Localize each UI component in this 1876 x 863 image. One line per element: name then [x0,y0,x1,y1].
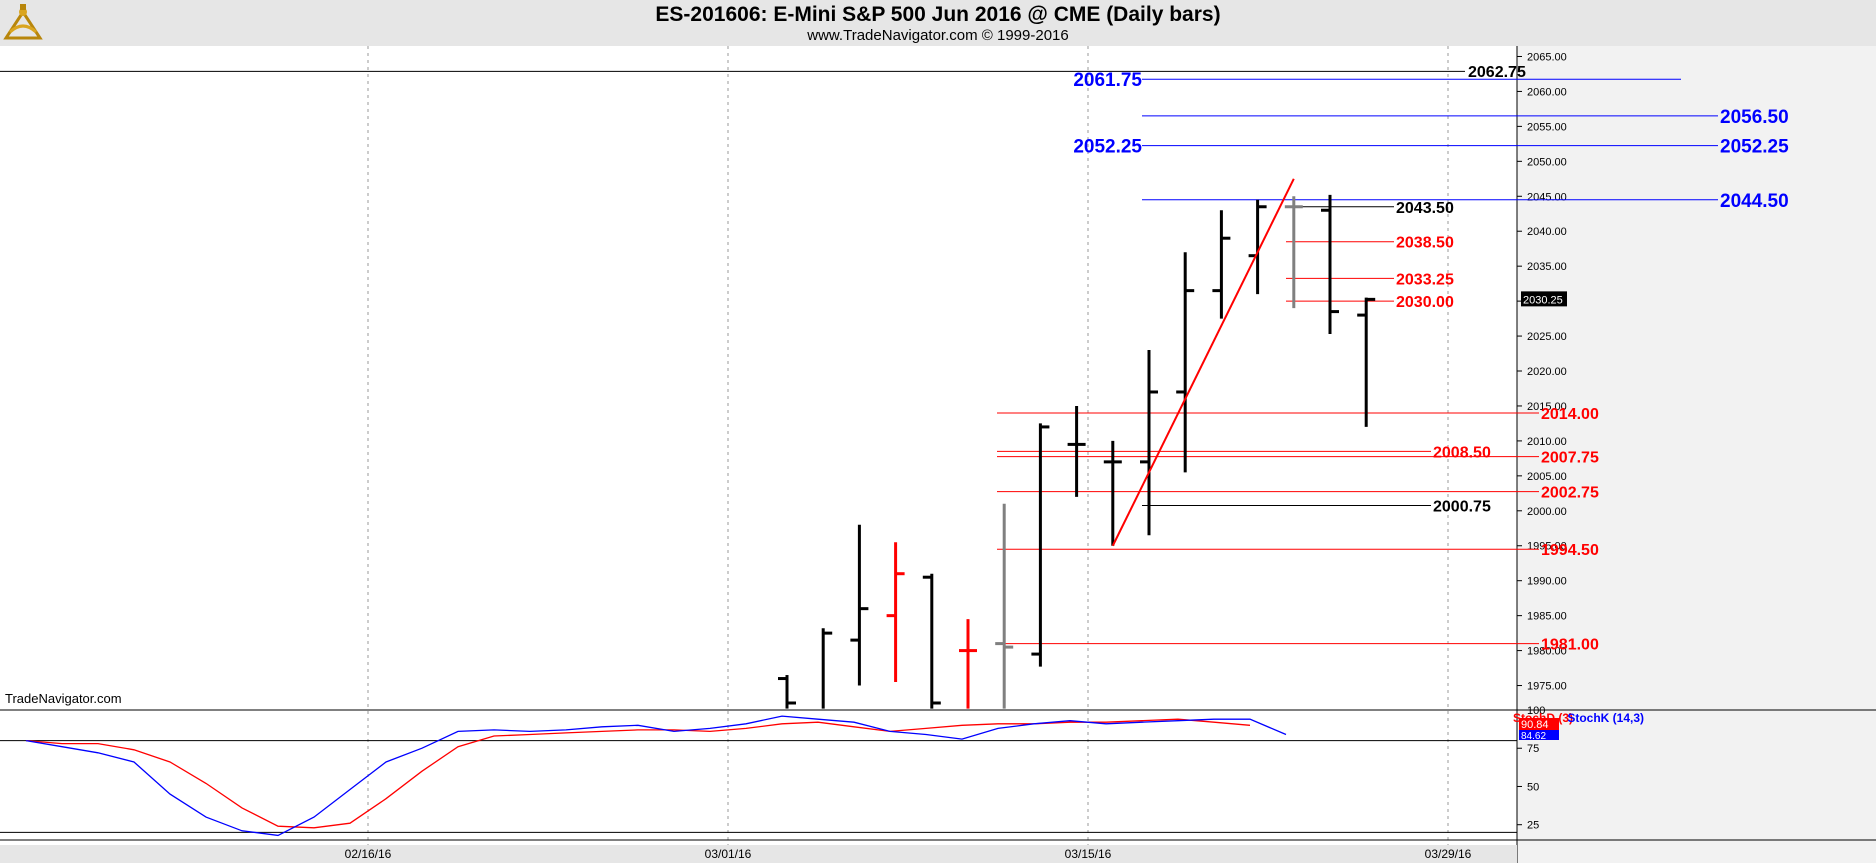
stoch-d-value: 90.84 [1521,719,1549,731]
legend-stoch-k: StochK (14,3) [1567,711,1644,725]
stoch-k-value-badge [1519,730,1559,740]
date-tick-label: 02/16/16 [345,847,392,861]
level-label: 2002.75 [1541,485,1599,502]
level-label: 1981.00 [1541,637,1599,654]
level-label: 2000.75 [1433,499,1491,516]
price-tick-label: 2000.00 [1527,506,1567,518]
osc-tick-label: 75 [1527,743,1539,755]
level-label: 2062.75 [1468,64,1526,81]
date-tick-label: 03/29/16 [1425,847,1472,861]
date-tick-label: 03/15/16 [1065,847,1112,861]
price-tick-label: 2045.00 [1527,191,1567,203]
price-tick-label: 1995.00 [1527,541,1567,553]
price-tick-label: 2040.00 [1527,226,1567,238]
sextant-logo-icon [3,4,43,40]
level-label: 2043.50 [1396,200,1454,217]
level-label: 2033.25 [1396,271,1454,288]
price-tick-label: 2005.00 [1527,471,1567,483]
price-tick-label: 2020.00 [1527,366,1567,378]
watermark-text: TradeNavigator.com [5,691,122,706]
price-tick-label: 2065.00 [1527,51,1567,63]
level-label: 2061.75 [1073,70,1142,91]
chart-subtitle: www.TradeNavigator.com © 1999-2016 [807,27,1069,44]
level-label: 2052.25 [1720,137,1789,158]
last-price-label: 2030.25 [1523,294,1563,306]
price-tick-label: 2010.00 [1527,436,1567,448]
chart-header [0,0,1876,46]
level-label: 1994.50 [1541,542,1599,559]
price-tick-label: 2055.00 [1527,121,1567,133]
chart-title: ES-201606: E-Mini S&P 500 Jun 2016 @ CME… [655,3,1221,26]
osc-tick-label: 100 [1527,705,1545,717]
price-tick-label: 2015.00 [1527,401,1567,413]
price-tick-label: 1985.00 [1527,611,1567,623]
level-label: 2038.50 [1396,235,1454,252]
level-label: 2052.25 [1073,137,1142,158]
level-label: 2056.50 [1720,107,1789,128]
stoch-d-value-badge [1519,718,1559,730]
level-label: 2014.00 [1541,406,1599,423]
date-tick-label: 03/01/16 [705,847,752,861]
price-tick-label: 1990.00 [1527,576,1567,588]
stoch-series-line [25,715,1287,837]
last-price-badge [1521,291,1567,307]
stoch-k-value: 84.62 [1521,731,1546,742]
osc-tick-label: 50 [1527,781,1539,793]
price-tick-label: 2025.00 [1527,331,1567,343]
stoch-series-line [25,718,1251,829]
swing-trend-line [1111,178,1295,547]
price-tick-label: 1975.00 [1527,681,1567,693]
price-tick-label: 2060.00 [1527,86,1567,98]
level-label: 2030.00 [1396,294,1454,311]
date-axis-panel [0,845,1517,863]
level-label: 2007.75 [1541,450,1599,467]
osc-tick-label: 25 [1527,820,1539,832]
level-label: 2008.50 [1433,444,1491,461]
price-tick-label: 2035.00 [1527,261,1567,273]
price-axis-panel [1517,46,1876,863]
price-tick-label: 2050.00 [1527,156,1567,168]
price-tick-label: 1980.00 [1527,646,1567,658]
level-label: 2044.50 [1720,191,1789,212]
